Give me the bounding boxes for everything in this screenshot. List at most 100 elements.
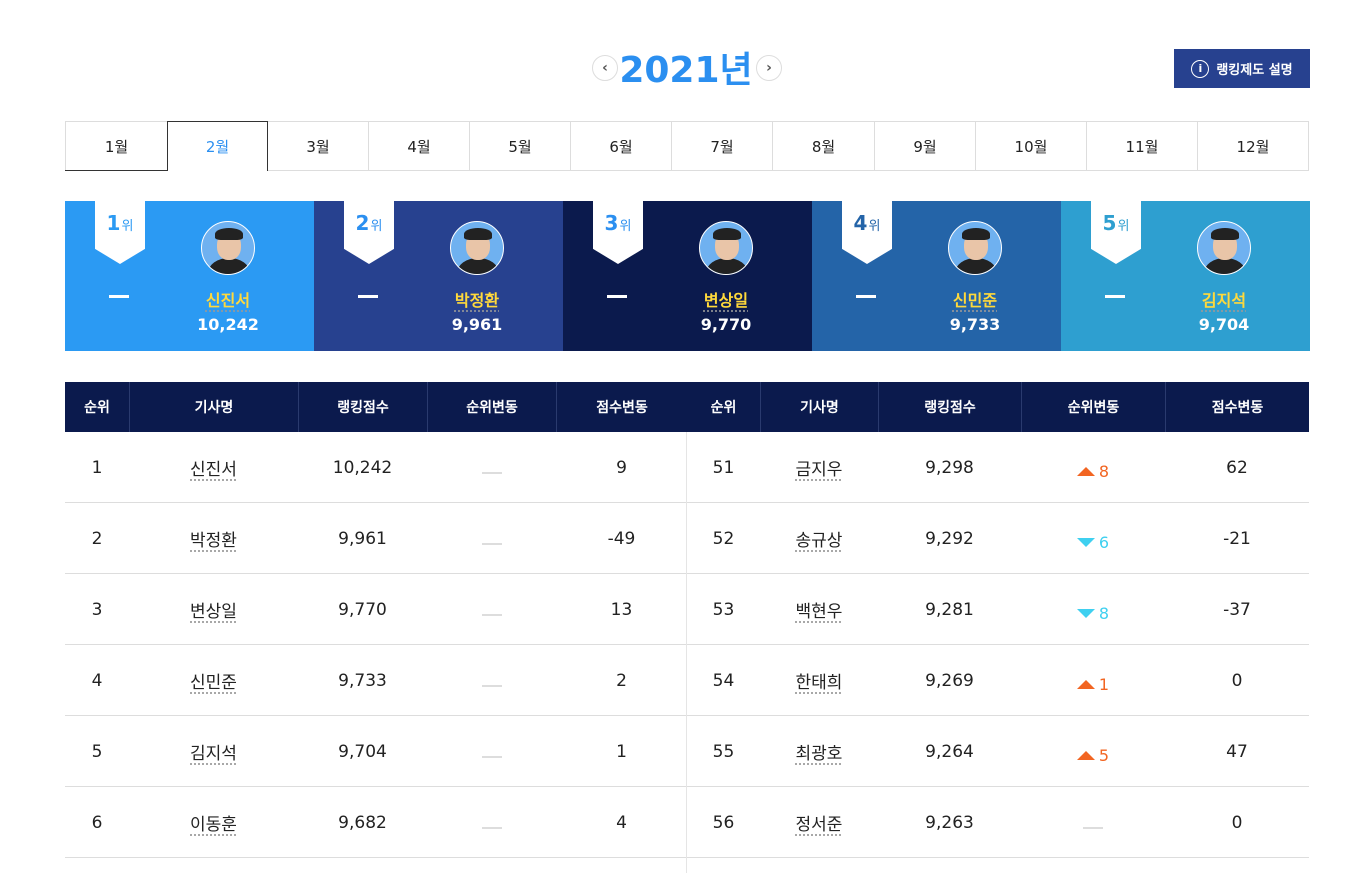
player-name[interactable]: 신민준 xyxy=(190,673,237,693)
row-line xyxy=(687,857,1309,858)
player-name[interactable]: 정서준 xyxy=(795,815,843,835)
player-name[interactable]: 김지석 xyxy=(190,744,237,764)
month-tab[interactable]: 1월 xyxy=(65,121,168,171)
month-tab[interactable]: 12월 xyxy=(1198,121,1309,171)
month-tab[interactable]: 11월 xyxy=(1087,121,1198,171)
cell-score: 9,292 xyxy=(878,503,1021,574)
row-line xyxy=(65,857,687,858)
column-header: 순위 xyxy=(710,400,737,416)
player-name[interactable]: 백현우 xyxy=(795,602,843,622)
cell-score: 10,242 xyxy=(298,432,427,503)
player-name[interactable]: 최광호 xyxy=(795,744,843,764)
year-title: 2021년 xyxy=(619,50,753,91)
rank-number: 4 xyxy=(853,211,868,235)
row-line xyxy=(65,644,687,645)
rank-number: 3 xyxy=(604,211,619,235)
no-change-dash xyxy=(481,756,502,758)
cell-text: 56 xyxy=(712,812,735,833)
avatar-body xyxy=(706,258,748,274)
player-name[interactable]: 변상일 xyxy=(190,602,237,622)
cell-text: -21 xyxy=(1223,528,1251,549)
cell-score-change: 9 xyxy=(556,432,687,503)
avatar xyxy=(450,221,504,275)
cell-score-change: 1 xyxy=(556,716,687,787)
cell-text: 9,281 xyxy=(925,599,974,620)
month-tab[interactable]: 3월 xyxy=(268,121,369,171)
rank-dash xyxy=(109,295,129,298)
cell-text: 9,269 xyxy=(925,670,974,691)
avatar-hair xyxy=(1211,228,1239,240)
rank-change-value: 8 xyxy=(1098,604,1110,623)
row-line xyxy=(687,502,1309,503)
month-tab[interactable]: 4월 xyxy=(369,121,470,171)
no-change-dash xyxy=(481,472,502,474)
cell-text: 4 xyxy=(616,812,627,833)
player-name[interactable]: 박정환 xyxy=(454,291,500,310)
player-name[interactable]: 신진서 xyxy=(190,460,237,480)
cell-text: 13 xyxy=(610,599,633,620)
avatar-hair xyxy=(713,228,741,240)
month-tab[interactable]: 7월 xyxy=(672,121,773,171)
rank-suffix: 위 xyxy=(868,219,881,234)
cell-score-change: 47 xyxy=(1165,716,1309,787)
rank-number: 1 xyxy=(106,211,121,235)
rank-suffix: 위 xyxy=(370,219,383,234)
rank-dash xyxy=(607,295,627,298)
column-header: 기사명 xyxy=(760,382,878,432)
month-tab[interactable]: 2월 xyxy=(167,121,268,171)
month-tab[interactable]: 9월 xyxy=(875,121,976,171)
cell-score: 9,770 xyxy=(298,574,427,645)
cell-text: 51 xyxy=(712,457,735,478)
info-button[interactable]: i 랭킹제도 설명 xyxy=(1174,49,1310,88)
next-year[interactable]: › xyxy=(756,55,782,81)
column-header: 순위 xyxy=(84,400,110,416)
prev-year[interactable]: ‹ xyxy=(592,55,618,81)
cell-text: 9,733 xyxy=(338,670,387,691)
cell-name: 정서준 xyxy=(760,787,878,858)
rank-change-value: 6 xyxy=(1098,533,1110,552)
cell-rank: 56 xyxy=(687,787,760,858)
cell-score: 9,269 xyxy=(878,645,1021,716)
cell-score-change: 62 xyxy=(1165,432,1309,503)
month-tab[interactable]: 10월 xyxy=(976,121,1087,171)
tab-baseline xyxy=(65,170,167,171)
player-name[interactable]: 박정환 xyxy=(190,531,237,551)
cell-name: 금지우 xyxy=(760,432,878,503)
player-name[interactable]: 한태희 xyxy=(795,673,843,693)
cell-text: 9,292 xyxy=(925,528,974,549)
player-score: 9,961 xyxy=(451,315,503,334)
player-name[interactable]: 금지우 xyxy=(795,460,843,480)
rank-change-value: 1 xyxy=(1098,675,1110,694)
cell-name: 김지석 xyxy=(129,716,298,787)
cell-text: 47 xyxy=(1226,741,1248,762)
column-header: 랭킹점수 xyxy=(298,382,427,432)
month-tab[interactable]: 5월 xyxy=(470,121,571,171)
row-line xyxy=(687,644,1309,645)
month-tab[interactable]: 6월 xyxy=(571,121,672,171)
row-line xyxy=(65,502,687,503)
rank-badge: 5위 xyxy=(1091,201,1141,264)
info-icon: i xyxy=(1191,59,1210,78)
top-card: 3위 변상일 9,770 xyxy=(563,201,812,351)
player-name[interactable]: 이동훈 xyxy=(190,815,237,835)
cell-text: 53 xyxy=(712,599,735,620)
arrow-up xyxy=(1076,467,1095,476)
cell-score-change: -49 xyxy=(556,503,687,574)
cell-text: 3 xyxy=(91,599,103,620)
rank-badge: 4위 xyxy=(842,201,892,264)
player-name[interactable]: 변상일 xyxy=(703,291,749,310)
month-tab[interactable]: 8월 xyxy=(773,121,875,171)
cell-text: 10,242 xyxy=(332,457,393,478)
avatar-body xyxy=(208,258,250,274)
cell-text: 9,770 xyxy=(338,599,387,620)
player-name[interactable]: 신진서 xyxy=(205,291,251,310)
top-card: 5위 김지석 9,704 xyxy=(1061,201,1310,351)
player-name[interactable]: 김지석 xyxy=(1201,291,1247,310)
rank-number: 5 xyxy=(1102,211,1117,235)
cell-text: 0 xyxy=(1231,670,1243,691)
cell-name: 한태희 xyxy=(760,645,878,716)
rank-dash xyxy=(856,295,876,298)
player-name[interactable]: 신민준 xyxy=(952,291,998,310)
player-name[interactable]: 송규상 xyxy=(795,531,843,551)
row-line xyxy=(65,786,687,787)
